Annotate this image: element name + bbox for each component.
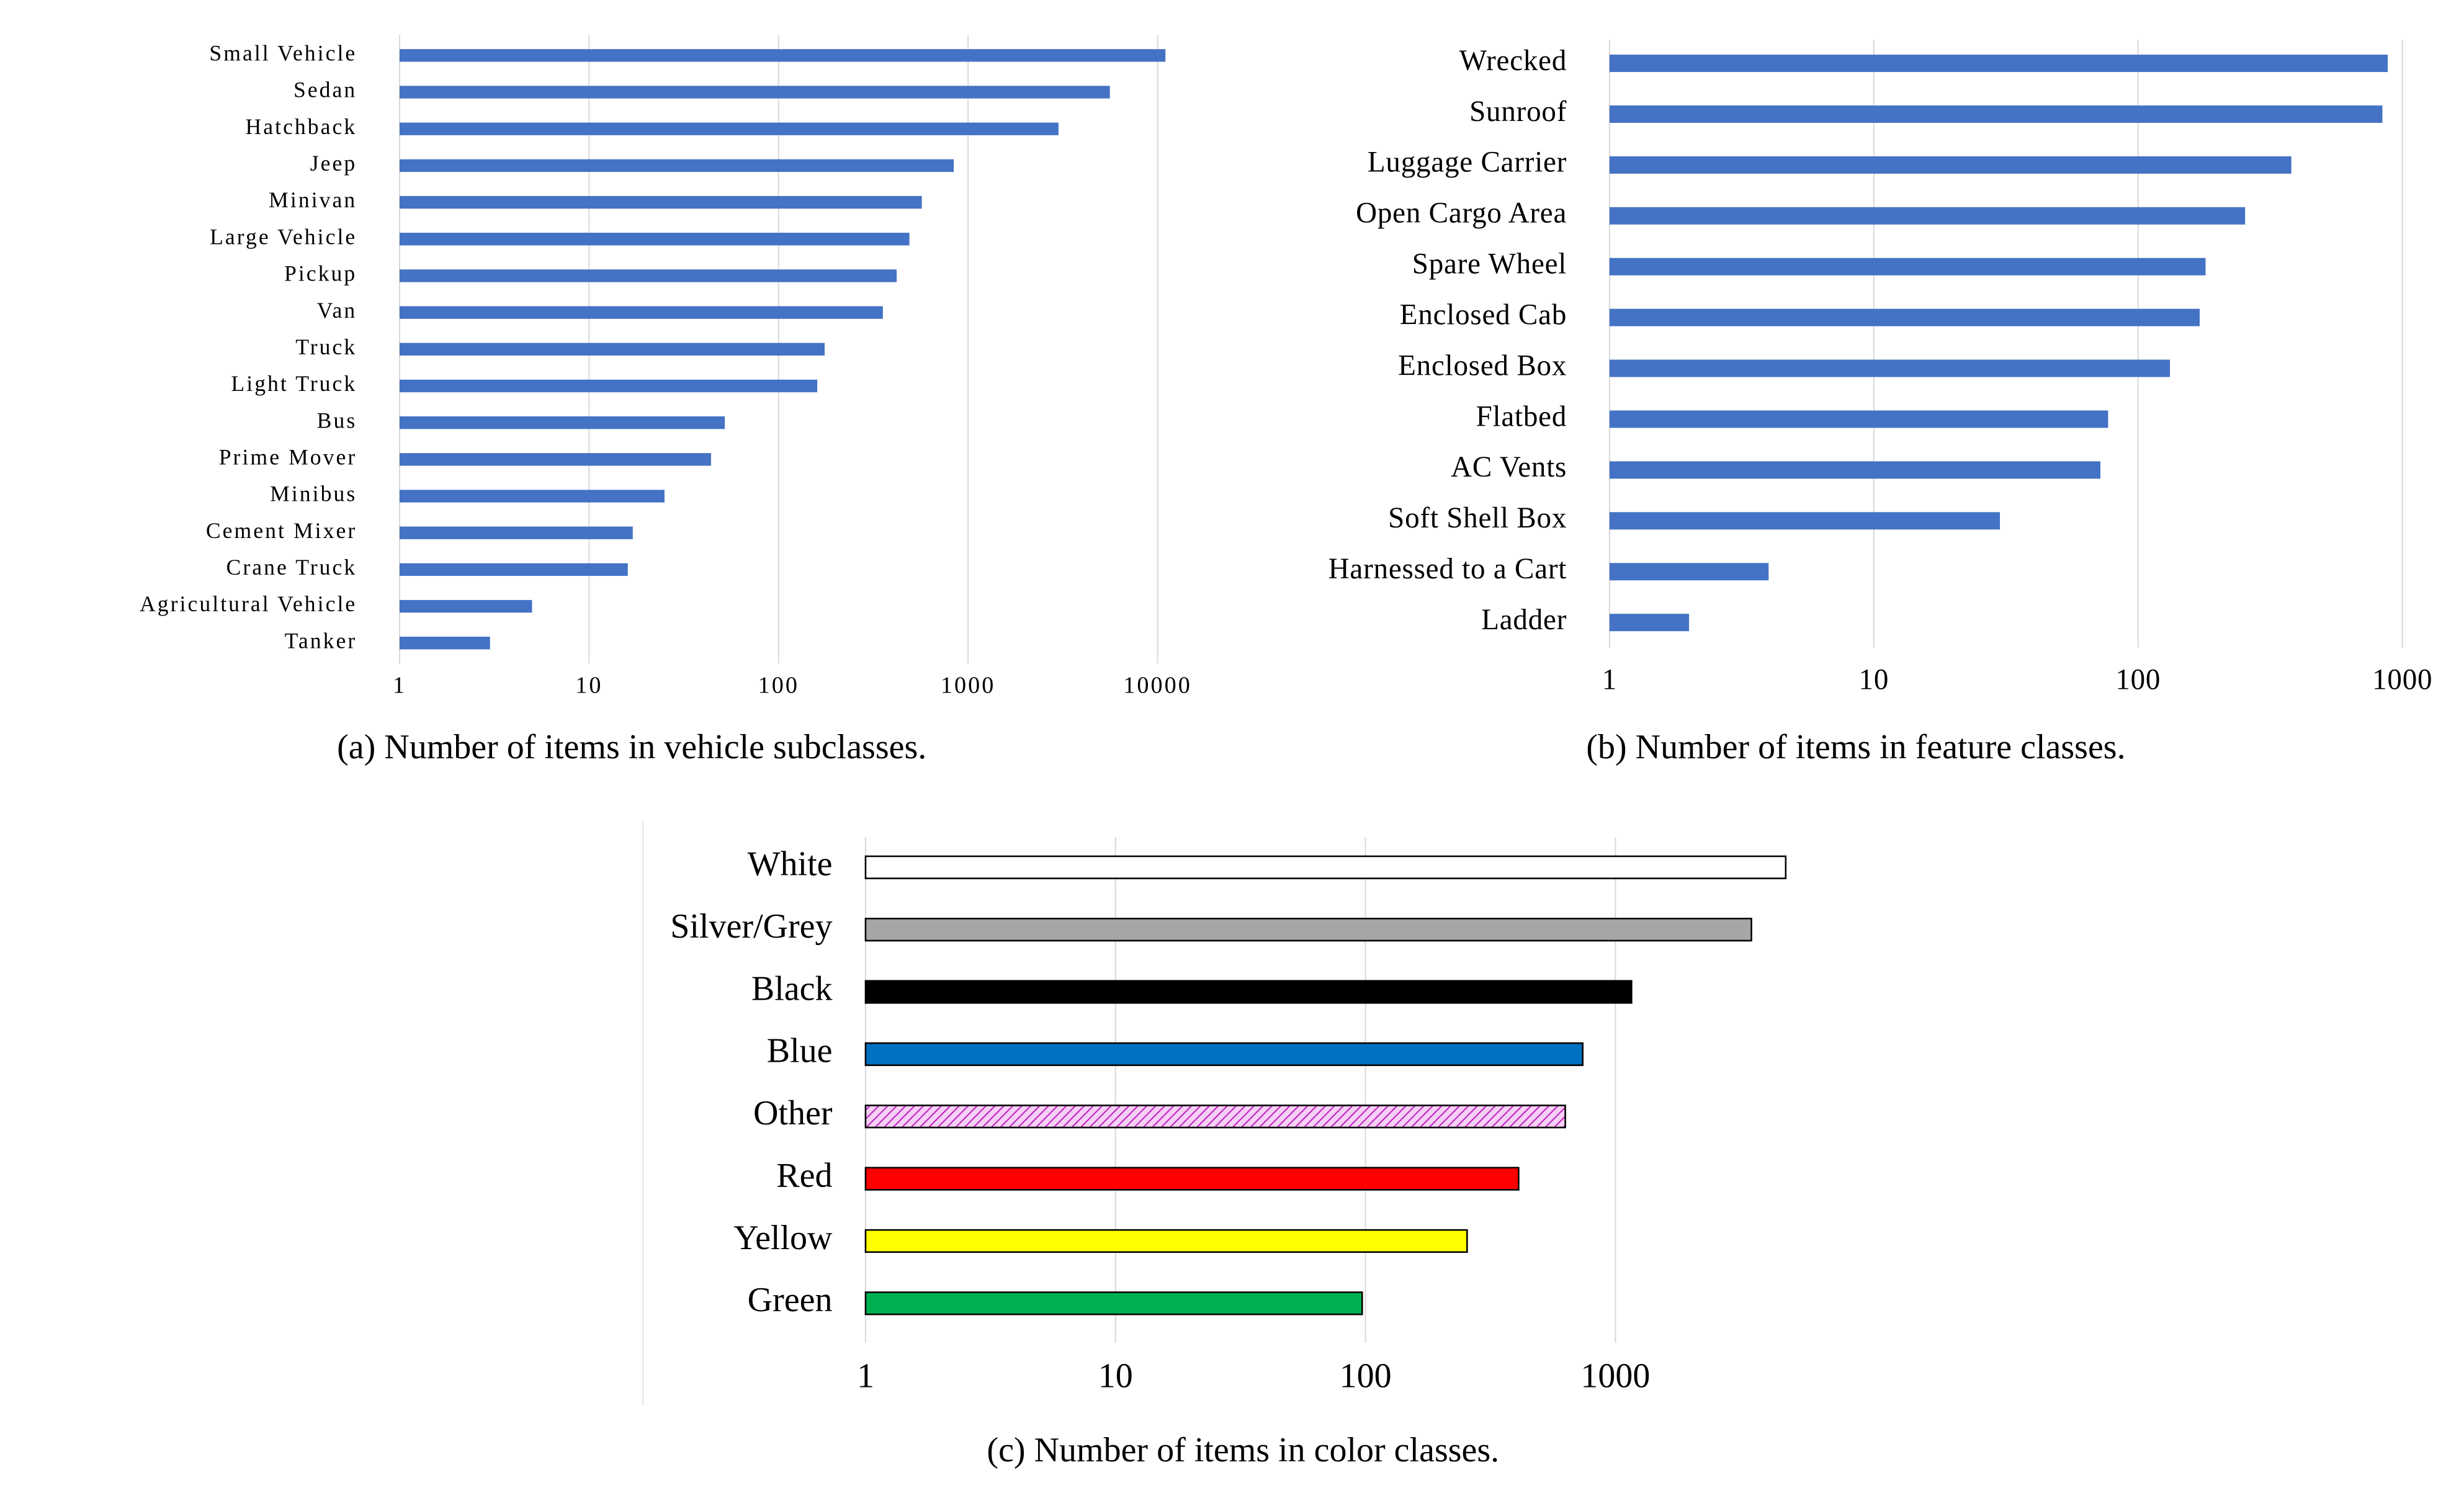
bar [1609,512,2000,530]
x-tick-label: 1000 [1580,1356,1650,1395]
bar [864,1042,1584,1066]
bar [864,1229,1468,1253]
bar [400,306,883,319]
y-tick-label: Open Cargo Area [1356,197,1567,230]
y-tick-label: Red [776,1156,832,1195]
y-tick-label: Crane Truck [226,555,357,580]
bar [400,159,954,173]
y-tick-label: Green [748,1281,833,1319]
bar [1609,359,2171,377]
y-tick-label: Yellow [733,1219,833,1257]
y-tick-label: Enclosed Cab [1400,298,1567,331]
y-tick-label: Bus [317,408,357,433]
y-tick-label: Minibus [270,482,357,506]
bar [400,416,725,429]
bar [1609,563,1769,581]
y-tick-label: Other [753,1094,833,1132]
x-tick-label: 100 [2115,664,2161,696]
bar [864,980,1633,1004]
x-tick-label: 10 [1859,664,1889,696]
y-tick-label: Small Vehicle [209,41,357,66]
y-tick-label: Agricultural Vehicle [140,591,357,616]
y-tick-label: Van [317,298,357,323]
y-tick-label: Hatchback [245,114,357,139]
bar [400,233,910,246]
y-tick-label: Blue [767,1032,833,1070]
bar [400,195,922,209]
x-tick-label: 1000 [2372,664,2432,696]
bar [400,269,897,282]
y-tick-label: Wrecked [1459,45,1567,77]
caption: (b) Number of items in feature classes. [1586,728,2125,766]
x-tick-label: 1 [1602,664,1617,696]
bar [400,122,1059,135]
y-tick-label: Soft Shell Box [1388,502,1567,534]
bar [400,49,1166,62]
x-tick-label: 1 [857,1356,874,1395]
y-tick-label: Luggage Carrier [1368,146,1567,179]
x-tick-label: 100 [1340,1356,1392,1395]
bar [400,637,490,650]
bar [1609,105,2383,123]
y-tick-label: Harnessed to a Cart [1328,553,1567,585]
y-tick-label: Minivan [269,187,357,212]
bar [1609,156,2292,174]
y-tick-label: Large Vehicle [210,224,357,249]
bar [1609,55,2388,73]
y-tick-label: Ladder [1481,604,1567,636]
y-tick-label: Light Truck [231,371,357,396]
bar [400,379,818,393]
x-tick-label: 100 [758,672,799,698]
bar [864,1105,1566,1129]
x-tick-label: 10000 [1123,672,1192,698]
bar [1609,614,1690,632]
y-tick-label: AC Vents [1451,451,1567,483]
x-tick-label: 1000 [941,672,996,698]
bar [400,86,1110,99]
y-tick-label: Sunroof [1469,96,1567,128]
bar [1609,410,2108,428]
bar [1609,207,2246,225]
y-tick-label: Prime Mover [219,445,357,470]
y-tick-label: Flatbed [1476,400,1567,433]
bar [864,855,1787,879]
bar [1609,461,2101,479]
y-tick-label: Pickup [284,261,357,286]
bar [1609,308,2200,326]
x-tick-label: 10 [1098,1356,1133,1395]
bar [400,343,825,356]
y-tick-label: Enclosed Box [1398,349,1567,382]
caption: (a) Number of items in vehicle subclasse… [337,728,926,766]
bar [400,453,711,466]
y-tick-label: White [748,845,833,884]
y-tick-label: Sedan [293,78,357,102]
bar [400,526,633,539]
y-tick-label: Tanker [285,628,357,653]
bar [864,1291,1363,1316]
y-tick-label: Spare Wheel [1412,248,1567,280]
bar [864,1167,1520,1191]
y-tick-label: Silver/Grey [670,907,832,946]
bar [400,490,665,503]
x-tick-label: 10 [575,672,603,698]
y-tick-label: Truck [295,334,357,359]
x-tick-label: 1 [393,672,406,698]
bar [1609,258,2206,276]
bar [400,563,628,576]
bar [864,918,1752,942]
y-tick-label: Jeep [310,151,357,176]
y-tick-label: Black [751,969,833,1008]
y-tick-label: Cement Mixer [206,518,357,543]
caption: (c) Number of items in color classes. [987,1431,1499,1469]
bar [400,599,532,613]
